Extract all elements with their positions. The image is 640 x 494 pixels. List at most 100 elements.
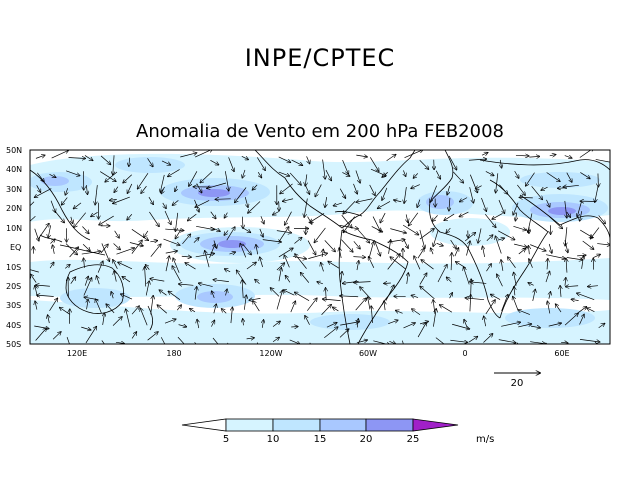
wind-vector (407, 273, 409, 284)
wind-vector (276, 263, 285, 271)
wind-vector (209, 244, 215, 258)
wind-vector (253, 301, 260, 312)
wind-vector (452, 323, 469, 329)
wind-vector (341, 272, 342, 283)
wind-vector (70, 277, 76, 284)
wind-vector (214, 304, 216, 314)
wind-vector (353, 241, 360, 248)
wind-vector (99, 171, 116, 182)
lat-label: 50S (6, 340, 21, 349)
lat-label: 40N (6, 165, 22, 174)
wind-vector (390, 228, 406, 233)
wind-vector (252, 184, 258, 190)
wind-vector (403, 239, 408, 248)
wind-vector (64, 265, 70, 269)
wind-vector (210, 226, 220, 231)
wind-vector (175, 185, 177, 192)
wind-vector (308, 253, 327, 259)
wind-vector (51, 150, 69, 159)
lat-label: 20S (6, 282, 21, 291)
wind-vector (126, 309, 131, 328)
wind-vector (496, 173, 499, 192)
wind-vector (565, 200, 567, 218)
wind-vector (402, 340, 404, 344)
wind-vector (513, 297, 518, 310)
wind-vector (48, 225, 52, 238)
wind-vector (464, 320, 468, 328)
wind-vector (150, 244, 161, 257)
wind-vector (225, 269, 231, 272)
wind-vector (150, 296, 154, 315)
colorbar-tick: 5 (223, 434, 229, 445)
wind-vector (113, 155, 114, 174)
wind-vector (301, 273, 310, 283)
wind-vector (113, 196, 130, 203)
wind-vector (189, 171, 198, 186)
lon-label: 0 (462, 349, 467, 358)
wind-vector (549, 292, 551, 299)
wind-vector (433, 230, 439, 246)
wind-vector (369, 157, 379, 171)
wind-vector (194, 150, 212, 158)
wind-vector (307, 240, 316, 255)
wind-vector (595, 185, 599, 202)
wind-vector (37, 224, 49, 240)
wind-vector (437, 265, 447, 283)
wind-vector (513, 202, 519, 215)
wind-vector (74, 202, 82, 209)
wind-vector (291, 327, 298, 328)
wind-vector (333, 307, 339, 312)
wind-vector (577, 293, 595, 301)
wind-vector (343, 200, 356, 214)
wind-vector (248, 201, 261, 213)
wind-vector (532, 289, 536, 302)
wind-vector (291, 159, 303, 165)
wind-vector (168, 169, 180, 176)
wind-vector (547, 301, 551, 314)
wind-vector (226, 289, 228, 296)
wind-vector (321, 263, 324, 272)
wind-vector (414, 256, 421, 270)
colorbar-tick: 25 (407, 434, 420, 445)
wind-vector (30, 215, 36, 222)
wind-vector (373, 340, 390, 344)
wind-vector (356, 198, 373, 202)
wind-vector (404, 150, 423, 158)
wind-vector (491, 294, 501, 300)
wind-vector (82, 244, 90, 251)
wind-vector (435, 170, 440, 179)
wind-vector (122, 277, 131, 283)
wind-vector (195, 287, 197, 300)
wind-vector (196, 225, 214, 229)
wind-vector (470, 295, 471, 312)
wind-vector (175, 229, 182, 238)
wind-vector (31, 274, 37, 283)
wind-vector (403, 170, 405, 176)
wind-vector (436, 243, 443, 246)
wind-vector (114, 186, 119, 193)
wind-vector (30, 201, 35, 207)
wind-vector (35, 155, 45, 159)
colorbar-tick: 15 (314, 434, 327, 445)
wind-vector (270, 288, 280, 297)
wind-vector (547, 259, 548, 270)
wind-vector (545, 271, 550, 283)
wind-vector (161, 160, 170, 165)
wind-vector (486, 235, 493, 241)
wind-vector (62, 197, 68, 205)
wind-vector (384, 301, 385, 311)
wind-vector (384, 283, 391, 284)
wind-vector (241, 156, 248, 159)
wind-vector (577, 202, 582, 217)
wind-vector (68, 157, 86, 158)
wind-vector (85, 327, 96, 344)
lat-label: 20N (6, 204, 22, 213)
wind-vector (246, 338, 255, 339)
wind-vector (285, 276, 291, 283)
wind-vector (465, 298, 485, 300)
wind-vector (528, 283, 534, 286)
wind-vector (530, 342, 545, 344)
wind-vector (417, 199, 420, 208)
wind-vector (213, 280, 229, 282)
wind-vector (394, 200, 402, 202)
